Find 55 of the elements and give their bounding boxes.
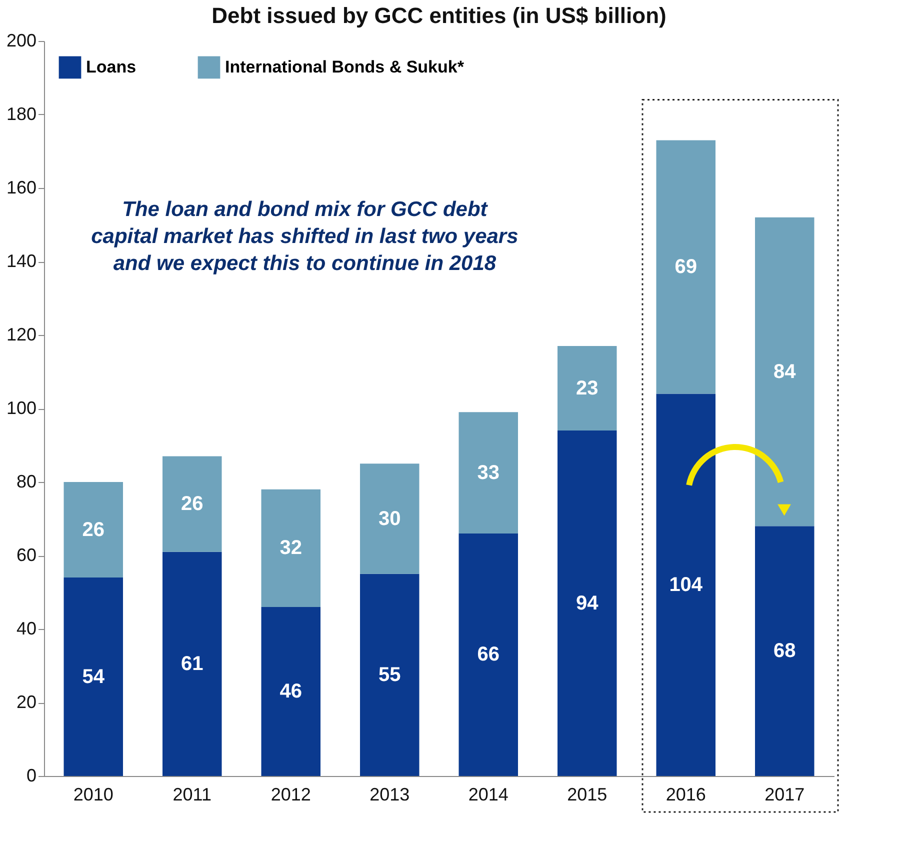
y-tick-label: 200 <box>6 30 36 50</box>
y-tick-label: 0 <box>26 766 36 786</box>
bar <box>458 412 518 534</box>
bar <box>558 430 617 776</box>
data-label: 54 <box>82 666 106 688</box>
bar <box>64 482 123 578</box>
data-label: 66 <box>477 644 500 666</box>
data-label: 104 <box>669 574 704 596</box>
data-label: 26 <box>181 493 204 516</box>
bar <box>261 489 320 607</box>
annotation: The loan and bond mix for GCC debt capital market has shifted in last two years and we expect this to continue in 2018 <box>91 198 518 276</box>
legend-label: International Bonds & Sukuk* <box>225 57 464 76</box>
y-tick-label: 100 <box>6 398 36 418</box>
legend-label: Loans <box>86 57 136 76</box>
y-tick-label: 160 <box>6 178 36 198</box>
data-label: 68 <box>774 640 796 662</box>
data-label: 94 <box>576 592 600 614</box>
data-label: 33 <box>477 462 500 484</box>
x-tick-label: 2017 <box>764 784 805 804</box>
x-tick-label: 2012 <box>270 784 311 804</box>
data-label: 84 <box>774 360 797 383</box>
chart-title: Debt issued by GCC entities (in US$ billion) <box>212 3 666 28</box>
x-tick-label: 2011 <box>172 784 212 804</box>
x-tick-label: 2016 <box>666 784 706 804</box>
data-label: 23 <box>576 377 598 400</box>
data-label: 46 <box>280 680 302 702</box>
bar <box>261 606 320 776</box>
bar <box>64 578 123 776</box>
bar <box>656 394 716 776</box>
bar <box>656 140 716 394</box>
bar <box>162 552 222 776</box>
y-tick-label: 40 <box>16 618 36 638</box>
x-tick-label: 2010 <box>73 784 114 804</box>
x-tick-label: 2014 <box>468 784 508 804</box>
y-tick-label: 120 <box>6 324 36 344</box>
data-label: 26 <box>82 518 104 541</box>
bar <box>162 456 222 552</box>
y-tick-label: 180 <box>6 104 36 124</box>
data-label: 69 <box>674 256 697 278</box>
data-label: 55 <box>378 664 401 686</box>
data-label: 32 <box>280 537 302 560</box>
y-tick-label: 60 <box>16 545 36 565</box>
bar <box>360 464 420 574</box>
y-tick-label: 140 <box>6 251 36 271</box>
data-label: 61 <box>181 652 204 675</box>
bar <box>360 574 420 776</box>
x-tick-label: 2015 <box>567 784 608 804</box>
bar <box>755 217 814 526</box>
y-tick-label: 20 <box>16 692 36 712</box>
x-tick-label: 2013 <box>370 784 410 804</box>
bar <box>558 346 617 431</box>
y-tick-label: 80 <box>16 472 36 492</box>
data-label: 30 <box>378 508 401 530</box>
bar <box>755 526 814 776</box>
bar <box>458 533 518 776</box>
